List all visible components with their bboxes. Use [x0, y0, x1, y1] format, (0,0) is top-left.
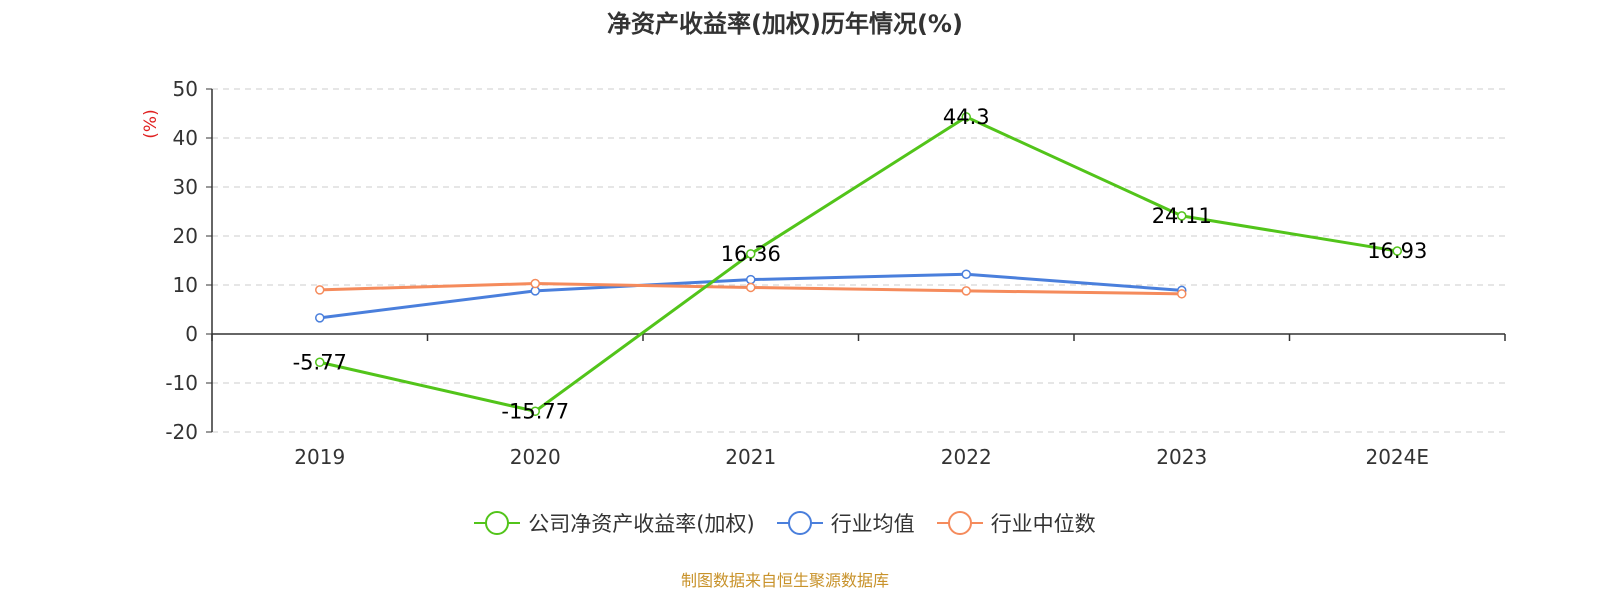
data-point — [315, 313, 325, 323]
data-point — [1177, 211, 1187, 221]
legend-label: 行业中位数 — [990, 512, 1096, 536]
x-tick-label: 2021 — [725, 445, 776, 469]
legend-item-industry-median[interactable]: 行业中位数 — [936, 508, 1096, 538]
legend-dot — [485, 511, 510, 535]
legend: 公司净资产收益率(加权) 行业均值 行业中位数 — [0, 508, 1570, 538]
legend-item-industry-avg[interactable]: 行业均值 — [776, 508, 915, 538]
chart-title: 净资产收益率(加权)历年情况(%) — [607, 10, 963, 38]
data-point — [315, 357, 325, 368]
data-point — [961, 286, 971, 296]
data-label: 16.36 — [721, 242, 781, 266]
x-tick-label: 2022 — [941, 445, 992, 469]
data-label: 16.93 — [1367, 239, 1427, 263]
circle-line-icon — [936, 511, 983, 535]
data-point — [746, 282, 756, 293]
legend-label: 公司净资产收益率(加权) — [528, 512, 755, 536]
x-tick-label: 2024E — [1365, 445, 1429, 469]
source-note: 制图数据来自恒生聚源数据库 — [680, 571, 889, 590]
y-tick-label: 20 — [173, 224, 198, 248]
y-tick-label: 10 — [173, 273, 198, 297]
circle-line-icon — [474, 511, 521, 535]
data-label: -5.77 — [293, 350, 347, 374]
y-tick-label: 50 — [173, 77, 198, 101]
data-point — [1392, 246, 1402, 256]
data-point — [746, 274, 756, 285]
y-axis-label: (%) — [141, 109, 161, 138]
y-tick-label: 40 — [173, 126, 198, 150]
x-tick-label: 2020 — [510, 445, 561, 469]
x-tick-label: 2019 — [294, 445, 345, 469]
data-point — [961, 112, 971, 122]
x-tick-label: 2023 — [1156, 445, 1207, 469]
legend-item-company[interactable]: 公司净资产收益率(加权) — [474, 508, 755, 538]
legend-dot — [787, 511, 812, 535]
y-tick-label: 30 — [173, 175, 198, 199]
data-point — [315, 285, 325, 295]
circle-line-icon — [776, 511, 823, 535]
data-label: 24.11 — [1152, 204, 1212, 228]
data-point — [530, 406, 540, 417]
legend-label: 行业均值 — [830, 512, 915, 536]
data-point — [961, 269, 971, 279]
data-point — [1177, 289, 1187, 299]
data-point — [746, 249, 756, 259]
legend-dot — [947, 511, 972, 535]
y-tick-label: 0 — [185, 322, 198, 346]
data-label: 44.3 — [943, 105, 990, 129]
y-tick-label: -20 — [165, 420, 198, 444]
data-point — [530, 278, 540, 289]
series-line — [319, 115, 1398, 413]
data-label: -15.77 — [501, 399, 569, 423]
y-tick-label: -10 — [165, 371, 198, 395]
